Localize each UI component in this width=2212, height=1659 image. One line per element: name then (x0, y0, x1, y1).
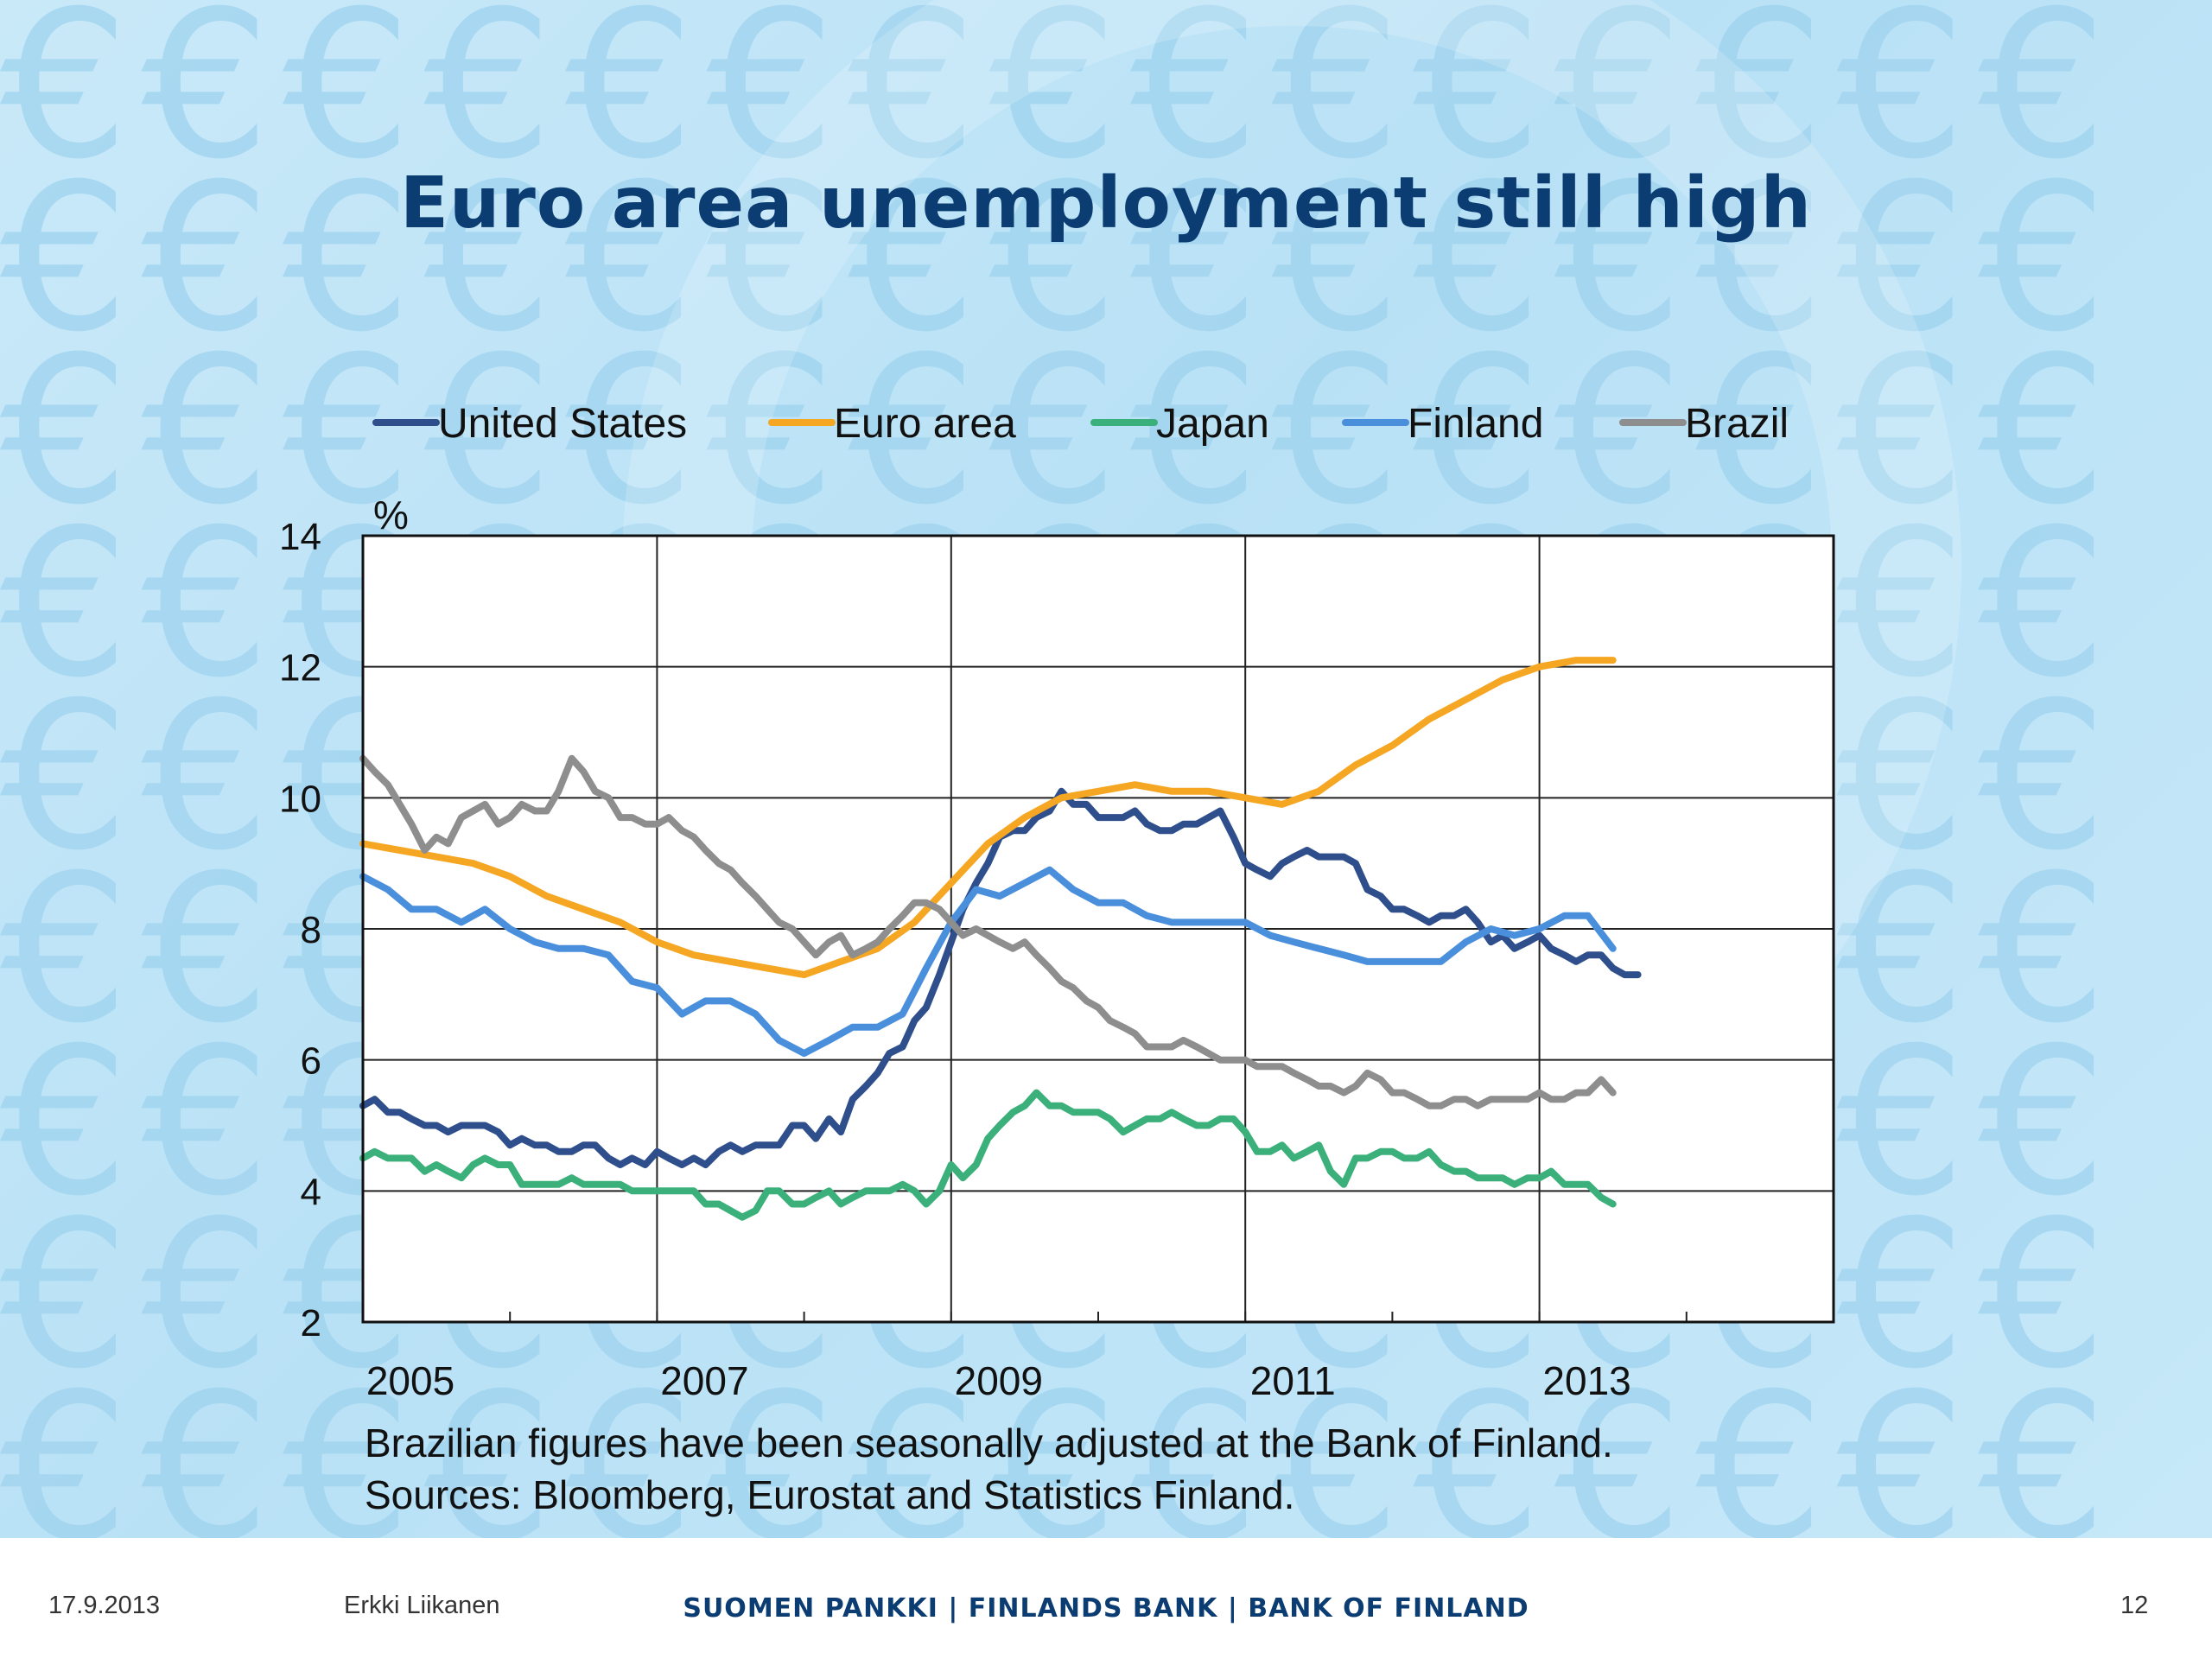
legend-label: United States (438, 401, 687, 447)
x-tick-label: 2005 (366, 1358, 454, 1403)
legend-label: Euro area (834, 401, 1016, 447)
y-tick-label: 4 (301, 1171, 321, 1213)
y-tick-label: 6 (301, 1040, 321, 1083)
seasonal-adjustment-note: Brazilian figures have been seasonally a… (365, 1421, 1613, 1465)
sources-note: Sources: Bloomberg, Eurostat and Statist… (365, 1472, 1295, 1517)
chart-notes: Brazilian figures have been seasonally a… (365, 1417, 1613, 1521)
legend-label: Brazil (1685, 401, 1789, 447)
y-tick-label: 14 (279, 516, 321, 558)
plot-frame (361, 534, 1835, 1324)
footer-author: Erkki Liikanen (344, 1592, 500, 1619)
x-tick-label: 2013 (1542, 1358, 1630, 1403)
slide-title: Euro area unemployment still high (399, 162, 1812, 245)
series-line-brazil (359, 754, 1617, 1109)
chart-legend: United States Euro area Japan Finland Brazil (372, 401, 1789, 447)
y-tick-label: 10 (279, 778, 321, 820)
footer-date: 17.9.2013 (48, 1592, 161, 1619)
series-line-japan (359, 1089, 1617, 1221)
x-tick-label: 2007 (660, 1358, 748, 1403)
x-tick-label: 2009 (955, 1358, 1043, 1403)
footer-page-number: 12 (2120, 1592, 2149, 1619)
y-axis-unit-label: % (373, 493, 409, 537)
unemployment-chart: United States Euro area Japan Finland Brazil… (279, 401, 1835, 1403)
legend-label: Japan (1156, 401, 1269, 447)
series-line-finland (359, 866, 1617, 1058)
y-tick-label: 2 (301, 1302, 321, 1344)
series-line-euro-area (359, 657, 1617, 979)
y-tick-label: 12 (279, 647, 321, 690)
x-tick-label: 2011 (1250, 1358, 1336, 1403)
footer-bank-name: SUOMEN PANKKI | FINLANDS BANK | BANK OF … (683, 1593, 1529, 1624)
y-tick-label: 8 (301, 909, 321, 951)
legend-label: Finland (1408, 401, 1543, 447)
